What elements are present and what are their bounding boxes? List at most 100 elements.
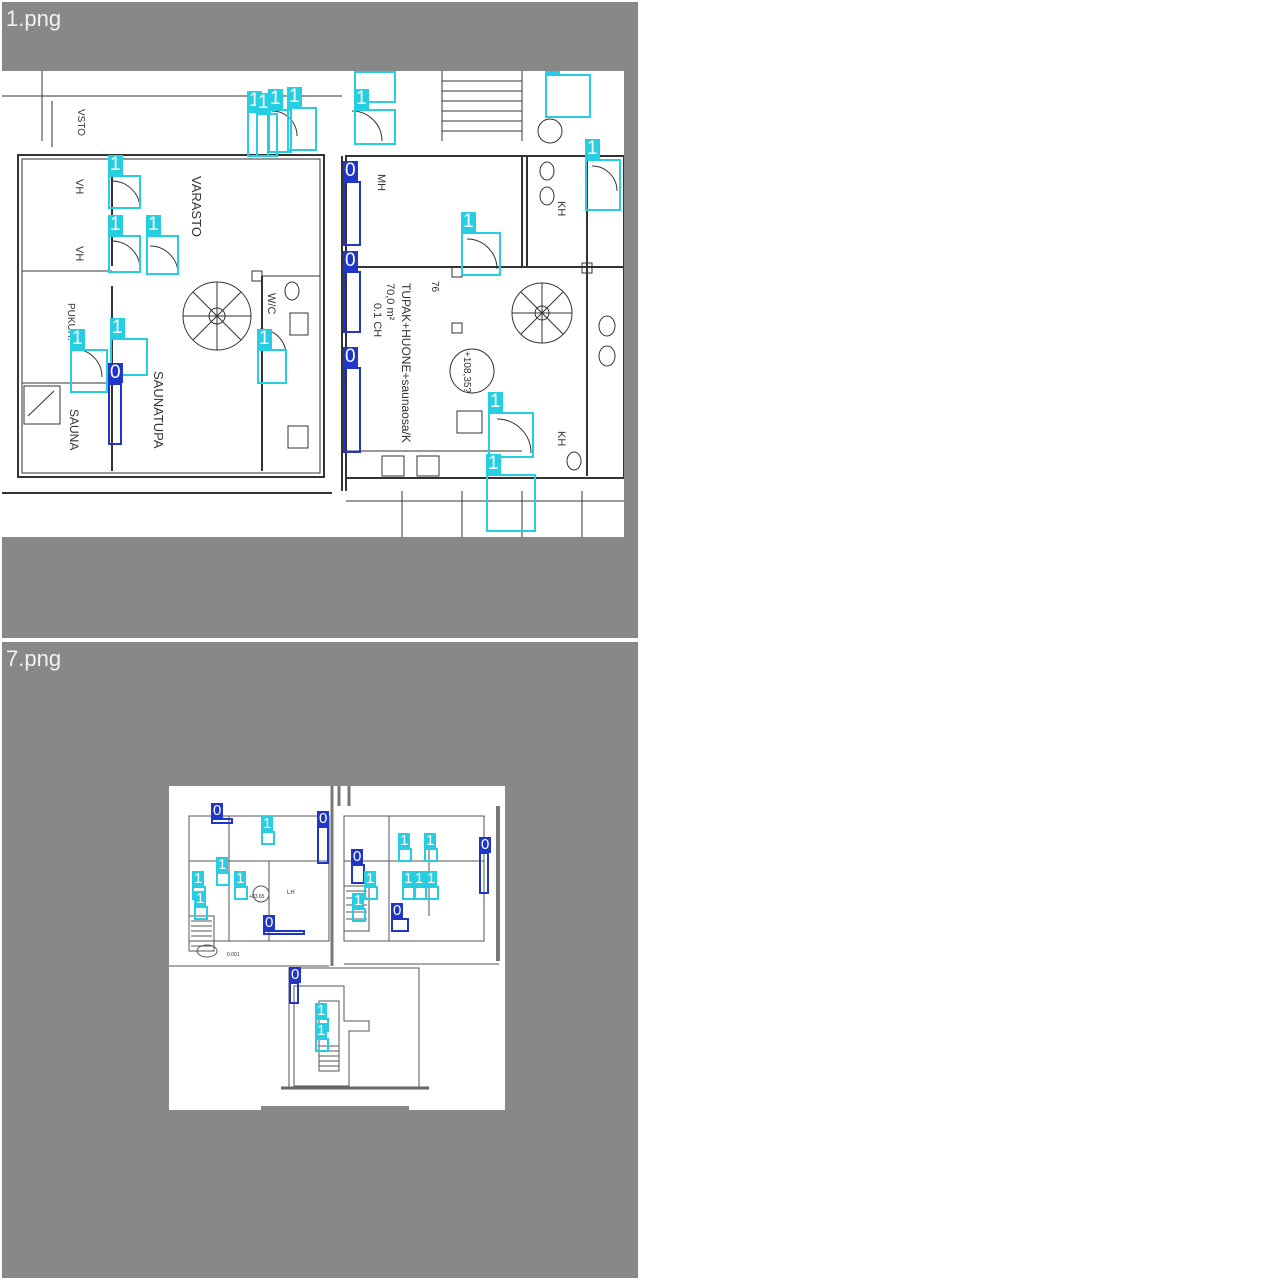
door-detection-box: 1 (110, 318, 148, 376)
class-label: 1 (256, 92, 271, 113)
room-area: 70,0 m² (384, 283, 396, 321)
plan2-level-mark: +83.65 (249, 894, 265, 900)
class-label: 1 (146, 214, 161, 235)
apartment-number: 76 (429, 281, 440, 293)
class-label: 1 (194, 890, 207, 907)
class-label: 1 (424, 832, 437, 849)
class-label: 1 (192, 870, 205, 887)
class-label: 1 (402, 870, 415, 887)
class-label: 0 (343, 250, 358, 271)
door-detection-box: 1 (354, 89, 396, 145)
image-panel-1: 1.png (2, 2, 638, 638)
room-label-wc: W/C (265, 293, 277, 314)
door-detection-box: 1 (261, 816, 275, 845)
window-detection-box: 0 (391, 903, 409, 932)
class-label: 1 (354, 88, 369, 109)
level-mark: +108,35? (461, 351, 472, 393)
class-label: 1 (364, 870, 377, 887)
class-label: 1 (110, 317, 125, 338)
room-label-mh: MH (375, 174, 387, 191)
class-label: 1 (425, 870, 438, 887)
class-label: 0 (343, 346, 358, 367)
floor-plan-image: LH +83.65 0.001 0 1 0 1 1 1 1 0 0 1 1 0 … (169, 786, 505, 1110)
window-detection-box: 0 (343, 251, 361, 333)
class-label: 0 (263, 914, 276, 931)
panel-filename: 7.png (6, 646, 62, 671)
door-detection-box: 1 (257, 329, 287, 384)
door-detection-box: 1 (402, 871, 416, 900)
window-detection-box: 0 (479, 837, 492, 894)
class-label: 0 (343, 160, 358, 181)
plan2-code-mark: 0.001 (227, 952, 240, 958)
class-label: 0 (108, 362, 123, 383)
room-label-vh2: VH (73, 246, 85, 261)
floor-plan-drawing: LH +83.65 0.001 (169, 786, 500, 1110)
class-label: 1 (461, 211, 476, 232)
room-label-sauna: SAUNA (67, 409, 81, 450)
door-detection-box: 1 (70, 329, 108, 393)
image-panel-2: 7.png (2, 642, 638, 1278)
window-detection-box: 0 (343, 347, 361, 453)
class-label: 0 (317, 810, 330, 827)
room-code: 0.1 CH (371, 303, 383, 337)
window-detection-box: 0 (343, 161, 361, 246)
door-detection-box: 1 (461, 212, 501, 276)
door-detection-box: 1 (108, 155, 141, 209)
plan2-room-label: LH (287, 890, 295, 896)
door-detection-box: 1 (398, 833, 412, 862)
room-label-pukuh: PUKUH. (65, 303, 76, 341)
class-label: 1 (70, 328, 85, 349)
door-detection-box: 1 (315, 1023, 329, 1052)
class-label: 1 (287, 86, 302, 107)
door-detection-box: 1 (488, 392, 534, 458)
class-label: 0 (351, 848, 364, 865)
door-detection-box: 1 (545, 71, 591, 118)
door-detection-box: 1 (354, 71, 396, 103)
door-detection-box: 1 (256, 93, 278, 157)
class-label: 0 (289, 966, 302, 983)
room-label-vh1: VH (73, 179, 85, 194)
floor-plan-image: VARASTO VH VH W/C PUKUH. SAUNA SAUNATUPA… (2, 71, 624, 537)
class-label: 1 (268, 88, 283, 109)
door-detection-box: 1 (364, 871, 378, 900)
room-label-kh: KH (555, 201, 567, 216)
window-detection-box: 0 (108, 363, 123, 445)
door-detection-box: 1 (108, 215, 141, 273)
room-label-vsto: VSTO (75, 109, 86, 136)
door-detection-box: 1 (424, 833, 438, 862)
window-detection-box: 0 (289, 967, 302, 1004)
door-detection-box: 1 (486, 454, 536, 532)
class-label: 0 (479, 836, 492, 853)
class-label: 1 (488, 391, 503, 412)
door-detection-box: 1 (425, 871, 439, 900)
room-label-saunatupa: SAUNATUPA (151, 371, 166, 449)
class-label: 1 (257, 328, 272, 349)
window-detection-box: 0 (263, 915, 305, 935)
door-detection-box: 1 (234, 871, 248, 900)
class-label: 1 (352, 892, 365, 909)
class-label: 1 (486, 453, 501, 474)
class-label: 0 (391, 902, 404, 919)
room-label-tupak: TUPAK+HUONE+saunaosa/K (399, 283, 413, 443)
class-label: 1 (108, 154, 123, 175)
window-detection-box: 0 (211, 803, 233, 824)
floor-plan-drawing: VARASTO VH VH W/C PUKUH. SAUNA SAUNATUPA… (2, 71, 624, 537)
class-label: 1 (108, 214, 123, 235)
class-label: 1 (585, 138, 600, 159)
door-detection-box: 1 (268, 89, 292, 153)
class-label: 1 (315, 1022, 328, 1039)
class-label: 0 (211, 802, 224, 819)
class-label: 1 (413, 870, 426, 887)
class-label: 1 (545, 71, 560, 74)
window-detection-box: 0 (351, 849, 365, 884)
door-detection-box: 1 (216, 857, 230, 886)
door-detection-box: 1 (585, 139, 621, 211)
room-label-kh2: KH (555, 431, 567, 446)
door-detection-box: 1 (352, 893, 366, 922)
class-label: 1 (398, 832, 411, 849)
class-label: 1 (216, 856, 229, 873)
class-label: 1 (234, 870, 247, 887)
window-detection-box: 0 (317, 811, 330, 864)
door-detection-box: 1 (287, 87, 317, 151)
room-label-varasto: VARASTO (189, 176, 204, 237)
